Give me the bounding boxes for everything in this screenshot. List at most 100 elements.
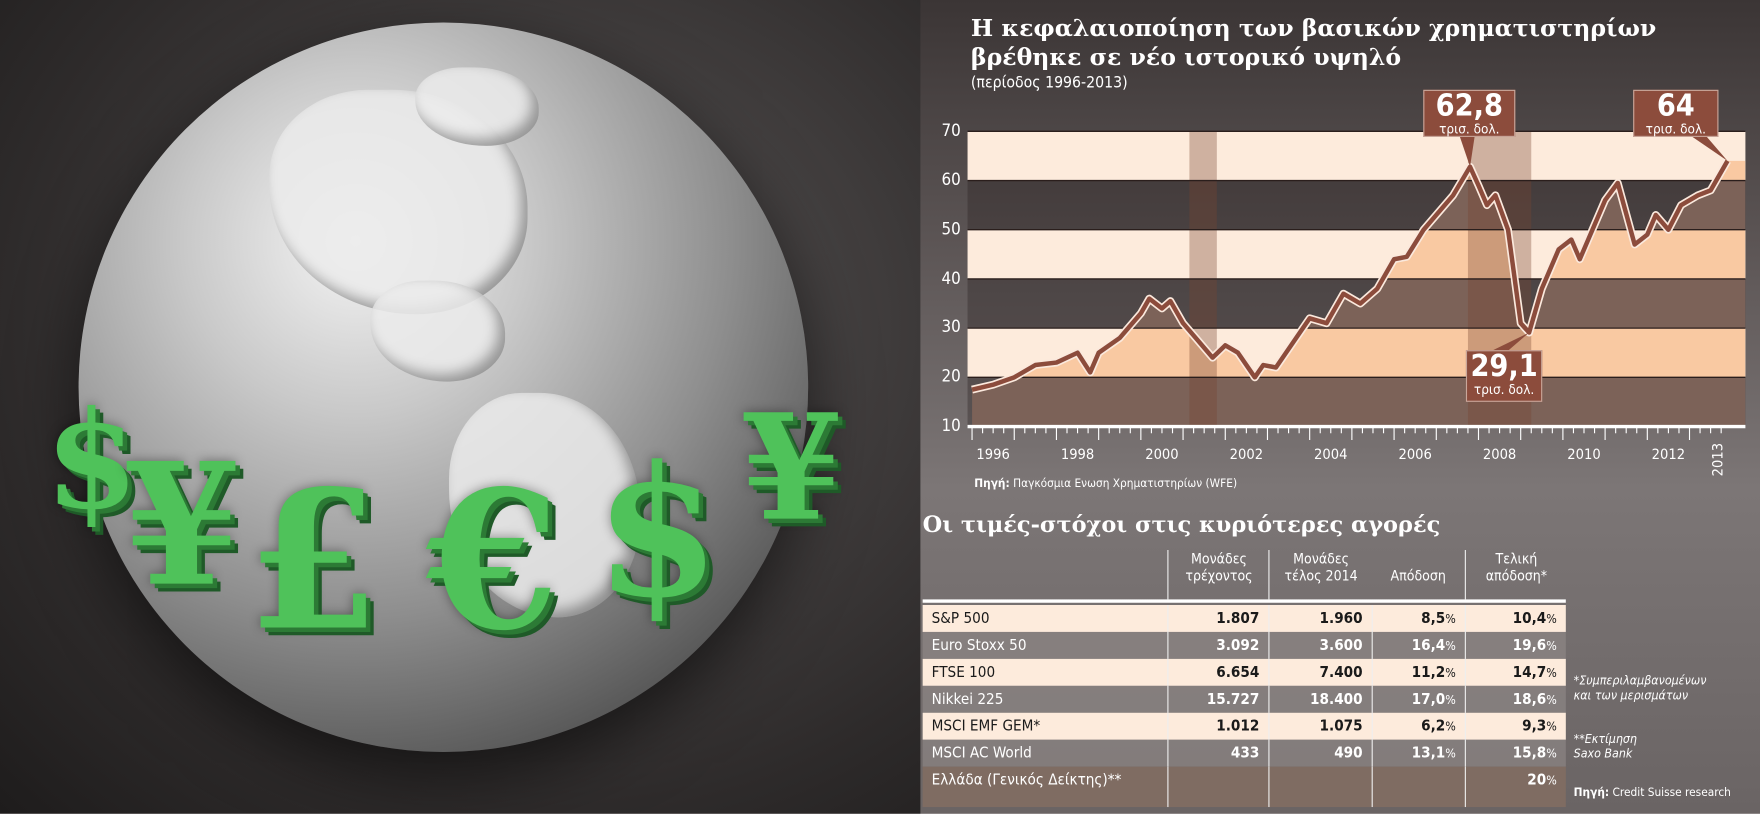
table-row: FTSE 100 6.654 7.400 11,2% 14,7% [922, 658, 1566, 686]
source-label: Πηγή: [974, 477, 1010, 491]
cell-value: 18.400 [1310, 690, 1363, 709]
header-line: Τελική [1495, 550, 1538, 567]
area-fill-band [972, 377, 1746, 427]
percent-sign: % [1445, 692, 1456, 708]
x-tick-label: 2012 [1651, 446, 1686, 464]
table-row: S&P 500 1.807 1.960 8,5% 10,4% [922, 605, 1566, 632]
percent-sign: % [1546, 611, 1557, 627]
table-title: Οι τιμές-στόχοι στις κυριότερες αγορές [922, 510, 1441, 538]
land-south-america [448, 392, 640, 618]
header-line: απόδοση* [1485, 566, 1548, 584]
percent-sign: % [1445, 719, 1456, 735]
line-chart [967, 130, 1746, 427]
row-name: Ελλάδα (Γενικός Δείκτης)** [931, 771, 1122, 790]
row-name: MSCI EMF GEM* [931, 717, 1041, 736]
y-tick-label: 50 [941, 218, 961, 239]
band-60-70 [967, 131, 1746, 181]
callout-high-2013: 64 τρισ. δολ. [1633, 88, 1719, 137]
y-tick-label: 70 [941, 120, 961, 141]
table-row: Euro Stoxx 50 3.092 3.600 16,4% 19,6% [922, 631, 1566, 659]
footnote-estimate: **Εκτίμηση Saxo Bank [1574, 732, 1637, 761]
footnote-line: και των μερισμάτων [1573, 688, 1689, 703]
header-line: τέλος 2014 [1284, 566, 1358, 584]
cell-value: 3.092 [1216, 636, 1260, 655]
callout-unit: τρισ. δολ. [1439, 121, 1500, 137]
x-tick-label: 1998 [1060, 446, 1095, 464]
currency-symbol: ¥ [740, 381, 843, 554]
table-row: Nikkei 225 15.727 18.400 17,0% 18,6% [922, 685, 1566, 713]
x-tick-label: 2010 [1567, 446, 1601, 464]
cell-current: 1.807 [1167, 605, 1268, 632]
currency-symbol: £ [246, 448, 380, 674]
cell-ret: 6,2% [1371, 712, 1465, 740]
cell-value: 13,1 [1411, 744, 1446, 763]
x-tick-label: 2004 [1314, 446, 1348, 464]
callout-peak-2007: 62,8 τρισ. δολ. [1423, 88, 1516, 137]
cell-ret: 8,5% [1371, 605, 1465, 632]
title-line-2: βρέθηκε σε νέο ιστορικό υψηλό [970, 42, 1402, 71]
callout-value: 64 [1656, 88, 1695, 124]
y-tick-label: 30 [941, 316, 961, 338]
cell-total: 15,8% [1464, 739, 1566, 767]
currency-symbol: € [426, 448, 560, 674]
title-line-1: Η κεφαλαιοποίηση των βασικών χρηματιστηρ… [970, 13, 1657, 42]
cell-value: 433 [1230, 744, 1260, 763]
callout-value: 62,8 [1435, 88, 1503, 124]
cell-value: 1.012 [1216, 717, 1260, 736]
table-row: MSCI AC World 433 490 13,1% 15,8% [922, 739, 1566, 767]
cell-ret: 13,1% [1371, 739, 1465, 767]
currency-symbol: $ [594, 426, 720, 638]
cell-value: 18,6 [1512, 690, 1547, 709]
cell-target: 1.960 [1268, 605, 1371, 632]
cell-value: 11,2 [1411, 663, 1446, 682]
cell-value: 20 [1527, 771, 1547, 790]
cell-value: 1.075 [1319, 717, 1363, 736]
header-divider [922, 599, 1566, 603]
row-name: S&P 500 [931, 609, 990, 628]
cell-value: 10,4 [1512, 609, 1547, 628]
table-source: Πηγή: Credit Suisse research [1574, 786, 1731, 799]
cell-current: 433 [1167, 739, 1268, 767]
cell-target: 3.600 [1268, 631, 1371, 659]
percent-sign: % [1445, 746, 1456, 762]
land-greenland [415, 67, 539, 146]
cell-value: 15.727 [1206, 690, 1260, 709]
row-name: Euro Stoxx 50 [931, 636, 1027, 655]
cell-total: 9,3% [1464, 712, 1566, 740]
row-name: Nikkei 225 [931, 690, 1004, 709]
cell-total: 14,7% [1464, 658, 1566, 686]
callout-unit: τρισ. δολ. [1473, 381, 1535, 398]
callout-unit: τρισ. δολ. [1645, 121, 1706, 137]
col-header-target: Μονάδες τέλος 2014 [1268, 550, 1372, 600]
row-name: FTSE 100 [931, 663, 996, 682]
currency-symbol: ¥ [123, 426, 241, 625]
cell-total: 20% [1464, 766, 1566, 808]
cell-current: 6.654 [1167, 658, 1268, 686]
cell-target: 1.075 [1268, 712, 1371, 740]
x-tick-label: 2000 [1145, 446, 1179, 464]
cell-value: 19,6 [1512, 636, 1547, 655]
cell-value: 3.600 [1319, 636, 1363, 655]
header-line: Μονάδες [1191, 550, 1247, 567]
percent-sign: % [1445, 638, 1456, 654]
footnote-line: *Συμπεριλαμβανομένων [1573, 673, 1707, 689]
cell-ret [1371, 766, 1465, 808]
table-row: MSCI EMF GEM* 1.012 1.075 6,2% 9,3% [922, 712, 1566, 740]
chart-subtitle: (περίοδος 1996-2013) [970, 74, 1128, 93]
cell-ret: 11,2% [1371, 658, 1465, 686]
footnote-dividends: *Συμπεριλαμβανομένων και των μερισμάτων [1574, 673, 1707, 702]
land-central-america [370, 280, 506, 382]
series-line [971, 159, 1730, 392]
cell-total: 10,4% [1464, 605, 1566, 632]
y-tick-label: 20 [941, 366, 961, 387]
percent-sign: % [1546, 638, 1557, 654]
x-tick-label: 2008 [1482, 446, 1517, 464]
source-text: Παγκόσμια Ενωση Χρηματιστηρίων (WFE) [1013, 477, 1238, 491]
cell-value: 15,8 [1512, 744, 1547, 763]
col-header-current: Μονάδες τρέχοντος [1167, 550, 1269, 600]
percent-sign: % [1546, 773, 1557, 788]
cell-ret: 17,0% [1371, 685, 1465, 713]
row-name: MSCI AC World [931, 744, 1032, 763]
source-label: Πηγή: [1573, 785, 1610, 800]
